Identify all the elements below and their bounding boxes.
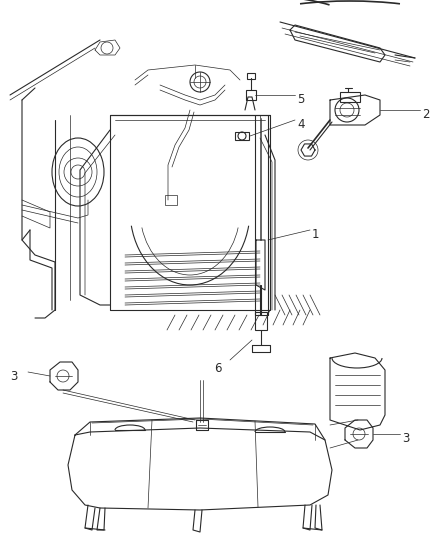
Bar <box>247 73 255 79</box>
Bar <box>255 312 267 330</box>
Bar <box>246 90 256 100</box>
Bar <box>165 195 177 205</box>
Text: 2: 2 <box>422 108 430 121</box>
Bar <box>340 92 360 102</box>
Text: 1: 1 <box>312 228 319 241</box>
Text: 3: 3 <box>402 432 410 445</box>
Text: 3: 3 <box>10 370 18 383</box>
Text: 5: 5 <box>297 93 304 106</box>
Bar <box>235 132 249 140</box>
Text: 4: 4 <box>297 118 304 131</box>
Text: 6: 6 <box>214 362 222 375</box>
